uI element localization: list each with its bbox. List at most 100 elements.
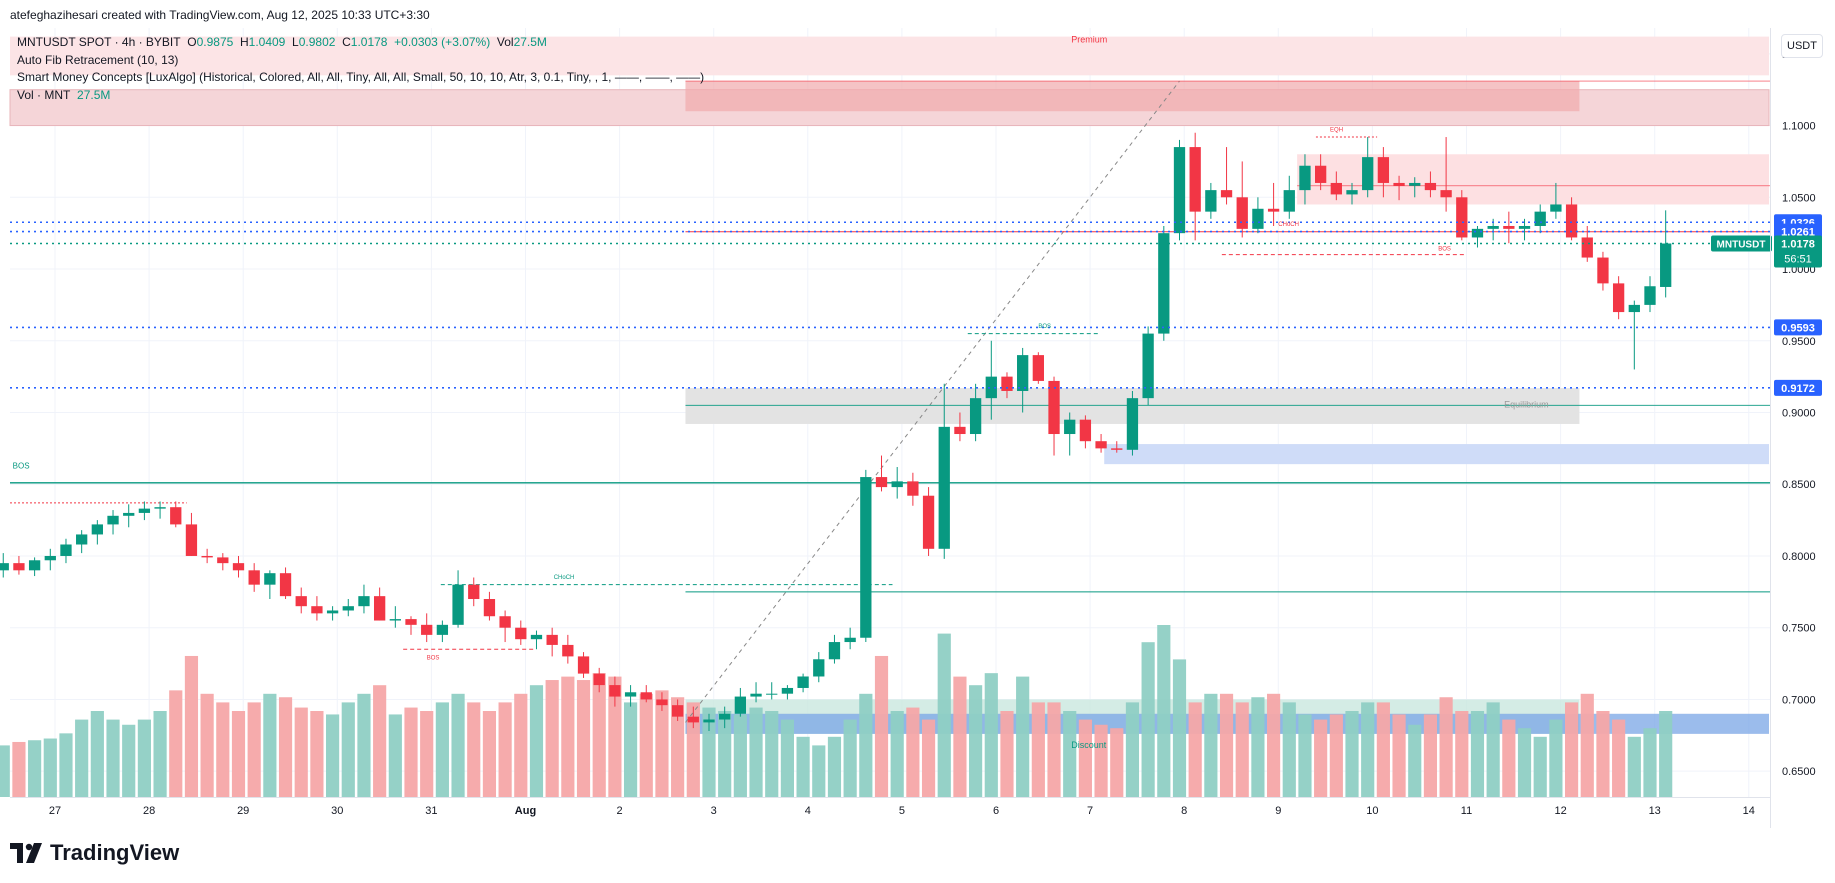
volume-bar <box>780 719 794 797</box>
time-axis-border <box>10 797 1770 798</box>
indicator-fib[interactable]: Auto Fib Retracement (10, 13) <box>17 52 179 67</box>
candle-body <box>499 616 511 628</box>
x-tick-label: 31 <box>425 805 437 817</box>
volume-bar <box>1345 711 1359 797</box>
volume-bar <box>231 711 246 797</box>
volume-bar <box>921 719 936 797</box>
volume-bar <box>545 680 559 797</box>
candle-body <box>703 719 715 723</box>
volume-bar <box>1486 702 1500 797</box>
candle-body <box>562 644 574 657</box>
premium-zone-outer <box>10 36 1769 76</box>
indicator-smc[interactable]: Smart Money Concepts [LuxAlgo] (Historic… <box>17 70 705 84</box>
candle-body <box>1299 165 1311 191</box>
volume-bar <box>184 655 199 797</box>
countdown-label: 56:51 <box>1784 253 1812 265</box>
candle-body <box>1550 204 1562 212</box>
candle-body <box>13 563 25 571</box>
candle-body <box>1220 190 1233 198</box>
volume-bar <box>1110 728 1124 797</box>
volume-bar <box>153 711 167 797</box>
volume-bar <box>43 738 57 797</box>
candle-body <box>1189 147 1201 212</box>
candle-body <box>1362 157 1374 191</box>
legend-symbol[interactable]: MNTUSDT SPOT · 4h · BYBIT <box>17 35 181 49</box>
volume-bar <box>200 693 214 797</box>
candle-body <box>232 563 245 571</box>
candle-body <box>1330 182 1342 195</box>
candle-body <box>60 544 72 556</box>
candle-body <box>1126 398 1139 450</box>
candle-body <box>342 606 354 611</box>
candle-body <box>750 693 762 697</box>
symbol-tag <box>1711 235 1772 252</box>
volume-bar <box>1219 693 1234 797</box>
volume-bar <box>702 707 716 797</box>
x-tick-label: 14 <box>1743 805 1755 817</box>
candle-body <box>1393 182 1405 186</box>
volume-bar <box>404 707 418 797</box>
candle-body <box>1471 228 1484 238</box>
volume-bar <box>451 693 465 797</box>
symbol-tag-label: MNTUSDT <box>1717 239 1766 250</box>
volume-bar <box>969 685 983 797</box>
candle-body <box>138 508 151 513</box>
legend-vol-label: Vol <box>496 35 514 49</box>
fib-trend-line <box>685 80 1180 723</box>
candle-body <box>860 477 872 638</box>
volume-bar <box>1376 702 1390 797</box>
candle-body <box>1660 243 1672 287</box>
x-tick-label: 5 <box>899 805 905 817</box>
volume-bar <box>1016 676 1030 797</box>
candle-body <box>1581 237 1593 258</box>
candle-body <box>1095 441 1107 449</box>
candle-body <box>719 713 731 720</box>
candle-body <box>436 624 449 635</box>
candle-body <box>154 507 166 509</box>
volume-bar <box>388 714 402 797</box>
volume-bar <box>341 702 355 797</box>
volume-bar <box>106 719 120 797</box>
candle-body <box>546 634 558 645</box>
smc-label: EQH <box>1330 127 1343 133</box>
candle-body <box>0 563 9 571</box>
y-tick-label: 1.0500 <box>1782 192 1816 204</box>
volume-bar <box>1063 711 1077 797</box>
volume-bar <box>1298 714 1312 797</box>
candle-body <box>1017 355 1029 391</box>
x-tick-label: 3 <box>711 805 717 817</box>
legend-open-label: O <box>187 35 197 49</box>
volume-bar <box>514 693 528 797</box>
candle-body <box>985 376 997 399</box>
candle-body <box>28 560 41 571</box>
candle-body <box>1079 419 1092 442</box>
currency-unit-button[interactable]: USDT <box>1781 34 1823 58</box>
candle-body <box>875 477 888 488</box>
smc-label: BOS <box>427 655 440 661</box>
candle-body <box>1440 190 1452 198</box>
volume-bar <box>796 736 810 797</box>
candle-body <box>483 599 496 617</box>
candle-body <box>797 676 809 688</box>
y-tick-label: 0.7000 <box>1782 694 1816 706</box>
tradingview-logo[interactable]: TradingView <box>10 840 179 866</box>
candle-body <box>76 534 88 545</box>
candle-body <box>358 596 370 607</box>
candle-body <box>907 481 919 496</box>
tradingview-logo-text: TradingView <box>50 840 180 865</box>
legend-vol: 27.5M <box>513 35 547 49</box>
volume-bar <box>1361 702 1375 797</box>
indicator-volume[interactable]: Vol · MNT 27.5M <box>17 87 704 105</box>
supply-zone <box>1297 154 1769 205</box>
volume-bar <box>1549 719 1563 797</box>
volume-bar <box>1423 714 1438 797</box>
candle-body <box>279 573 292 597</box>
candle-body <box>1534 211 1546 226</box>
candle-body <box>1644 286 1656 305</box>
candle-body <box>44 555 56 561</box>
volume-bar <box>294 707 308 797</box>
volume-bar <box>467 702 481 797</box>
candle-body <box>1346 190 1358 195</box>
volume-bar <box>608 676 622 797</box>
